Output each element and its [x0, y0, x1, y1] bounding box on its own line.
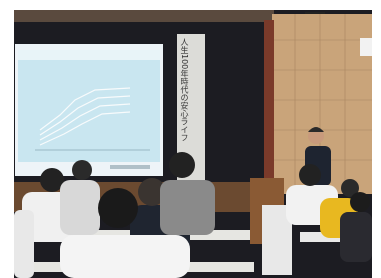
page: 人生100年時代の安心ライフ (() => { const data = JSO… [0, 0, 381, 278]
banner-title: 人生100年時代の安心ライフ [180, 38, 188, 141]
slide-header [18, 50, 160, 60]
exit-sign [360, 38, 372, 56]
curtain [264, 20, 274, 180]
slide-footer [110, 165, 150, 169]
slide [18, 50, 160, 162]
ceiling-band [14, 10, 274, 22]
photo: 人生100年時代の安心ライフ [0, 0, 381, 278]
